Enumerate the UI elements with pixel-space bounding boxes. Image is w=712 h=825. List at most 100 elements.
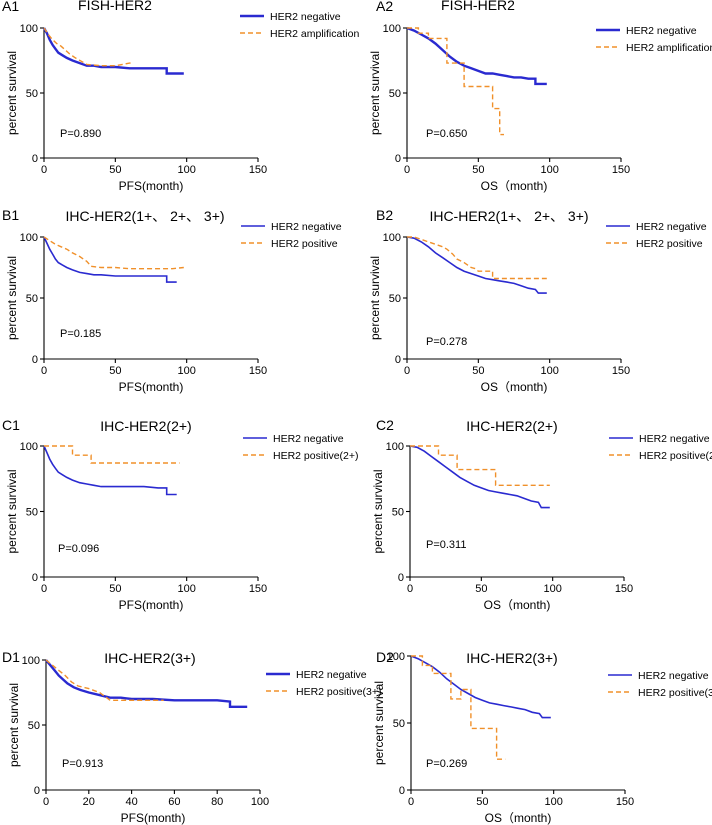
axes: 0 50 100 150 0 50 100 bbox=[20, 232, 268, 377]
legend-label-positive: HER2 positive bbox=[271, 238, 338, 250]
legend-label-positive: HER2 positive(2+) bbox=[273, 450, 359, 462]
x-tick-label: 0 bbox=[407, 583, 413, 595]
y-tick-label: 0 bbox=[32, 354, 38, 366]
x-tick-label: 150 bbox=[249, 164, 267, 176]
legend-label-negative: HER2 negative bbox=[271, 221, 342, 233]
series-line-negative bbox=[406, 236, 547, 294]
panel-label: A1 bbox=[2, 0, 19, 14]
p-value-label: P=0.185 bbox=[60, 328, 101, 340]
x-axis-label: OS（month) bbox=[484, 598, 551, 612]
y-tick-label: 100 bbox=[20, 23, 38, 35]
y-axis-label: percent survival bbox=[7, 683, 21, 767]
y-tick-label: 0 bbox=[395, 354, 401, 366]
x-tick-label: 50 bbox=[472, 164, 484, 176]
y-axis-label: percent survival bbox=[371, 469, 385, 553]
x-tick-label: 50 bbox=[109, 583, 121, 595]
x-axis-label: PFS(month) bbox=[119, 598, 184, 612]
x-tick-label: 0 bbox=[41, 583, 47, 595]
x-tick-label: 100 bbox=[251, 796, 269, 808]
x-tick-label: 100 bbox=[177, 365, 195, 377]
x-tick-label: 150 bbox=[249, 583, 267, 595]
series-line-positive bbox=[407, 27, 504, 136]
y-tick-label: 50 bbox=[392, 507, 404, 519]
y-axis-label: percent survival bbox=[5, 469, 19, 553]
x-tick-label: 80 bbox=[211, 796, 223, 808]
panel-label: A2 bbox=[376, 0, 393, 14]
chart-title: FISH-HER2 bbox=[441, 0, 515, 13]
p-value-label: P=0.269 bbox=[426, 758, 467, 770]
series-line-positive bbox=[43, 236, 184, 270]
legend: HER2 negative HER2 positive(3+) bbox=[608, 670, 712, 699]
y-tick-label: 50 bbox=[26, 507, 38, 519]
x-axis-label: OS（month) bbox=[481, 179, 548, 193]
chart-title: IHC-HER2(3+) bbox=[104, 650, 195, 666]
x-tick-label: 50 bbox=[475, 583, 487, 595]
panel-d1: D1 IHC-HER2(3+) 0 20 40 60 80 100 0 50 100 PFS(mont… bbox=[2, 649, 382, 825]
panel-label: B2 bbox=[376, 207, 393, 223]
x-tick-label: 0 bbox=[404, 365, 410, 377]
legend-label-positive: HER2 amplification bbox=[270, 28, 359, 40]
y-tick-label: 100 bbox=[383, 23, 401, 35]
y-tick-label: 0 bbox=[32, 572, 38, 584]
x-axis-label: OS（month) bbox=[485, 811, 552, 825]
legend-label-negative: HER2 negative bbox=[636, 221, 707, 233]
p-value-label: P=0.096 bbox=[58, 543, 99, 555]
axes: 0 50 100 150 0 50 100 bbox=[387, 651, 635, 808]
x-axis-label: OS（month) bbox=[481, 380, 548, 394]
legend-label-positive: HER2 positive(3+) bbox=[296, 686, 382, 698]
y-tick-label: 100 bbox=[22, 655, 40, 667]
x-tick-label: 150 bbox=[612, 365, 630, 377]
chart-title: IHC-HER2(1+、 2+、 3+) bbox=[429, 208, 588, 224]
series-line-negative bbox=[410, 655, 551, 719]
series-line-positive bbox=[44, 445, 180, 464]
x-tick-label: 20 bbox=[83, 796, 95, 808]
axes: 0 50 100 150 0 50 100 bbox=[20, 441, 268, 595]
legend: HER2 negative HER2 positive bbox=[241, 221, 342, 250]
series-line-negative bbox=[42, 27, 184, 75]
y-tick-label: 50 bbox=[389, 88, 401, 100]
legend: HER2 negative HER2 positive bbox=[606, 221, 707, 250]
panel-a1: A1 FISH-HER2 0 50 100 150 0 50 100 PFS(month) perc… bbox=[2, 0, 359, 193]
y-tick-label: 0 bbox=[395, 153, 401, 165]
series-line-negative bbox=[406, 26, 547, 86]
legend: HER2 negative HER2 positive(3+) bbox=[266, 669, 382, 698]
chart-title: IHC-HER2(3+) bbox=[466, 650, 557, 666]
y-axis-label: percent survival bbox=[5, 51, 19, 135]
legend-label-negative: HER2 negative bbox=[626, 25, 697, 37]
legend-label-negative: HER2 negative bbox=[296, 669, 367, 681]
y-tick-label: 50 bbox=[389, 293, 401, 305]
legend-label-positive: HER2 positive bbox=[636, 238, 703, 250]
x-axis-label: PFS(month) bbox=[119, 179, 184, 193]
p-value-label: P=0.650 bbox=[426, 128, 467, 140]
x-tick-label: 50 bbox=[472, 365, 484, 377]
y-tick-label: 0 bbox=[34, 785, 40, 797]
y-axis-label: percent survival bbox=[368, 51, 382, 135]
y-axis-label: percent survival bbox=[372, 681, 386, 765]
panel-label: C2 bbox=[376, 417, 394, 433]
y-axis-label: percent survival bbox=[5, 256, 19, 340]
panel-label: D1 bbox=[2, 649, 20, 665]
y-tick-label: 100 bbox=[20, 232, 38, 244]
p-value-label: P=0.913 bbox=[62, 758, 103, 770]
axes: 0 50 100 150 0 50 100 bbox=[383, 23, 631, 176]
chart-title: IHC-HER2(2+) bbox=[466, 418, 557, 434]
legend: HER2 negative HER2 amplification bbox=[596, 25, 712, 54]
x-tick-label: 100 bbox=[177, 164, 195, 176]
series-line-positive bbox=[410, 445, 550, 486]
legend: HER2 negative HER2 positive(2+) bbox=[243, 433, 359, 462]
series-line-negative bbox=[43, 445, 177, 496]
x-tick-label: 40 bbox=[125, 796, 137, 808]
panel-a2: A2 FISH-HER2 0 50 100 150 0 50 100 OS（month) perce… bbox=[368, 0, 712, 193]
x-axis-label: PFS(month) bbox=[119, 380, 184, 394]
series-line-positive bbox=[43, 27, 133, 67]
series-line-negative bbox=[43, 236, 177, 283]
legend-label-negative: HER2 negative bbox=[638, 670, 709, 682]
y-tick-label: 0 bbox=[32, 153, 38, 165]
panel-b2: B2 IHC-HER2(1+、 2+、 3+) 0 50 100 150 0 50 100 OS（… bbox=[368, 207, 707, 394]
x-tick-label: 100 bbox=[540, 164, 558, 176]
panel-d2: D2 IHC-HER2(3+) 0 50 100 150 0 50 100 OS（month) pe… bbox=[372, 649, 712, 825]
x-tick-label: 0 bbox=[404, 164, 410, 176]
legend-label-negative: HER2 negative bbox=[270, 11, 341, 23]
y-axis-label: percent survival bbox=[368, 256, 382, 340]
chart-title: FISH-HER2 bbox=[78, 0, 152, 13]
